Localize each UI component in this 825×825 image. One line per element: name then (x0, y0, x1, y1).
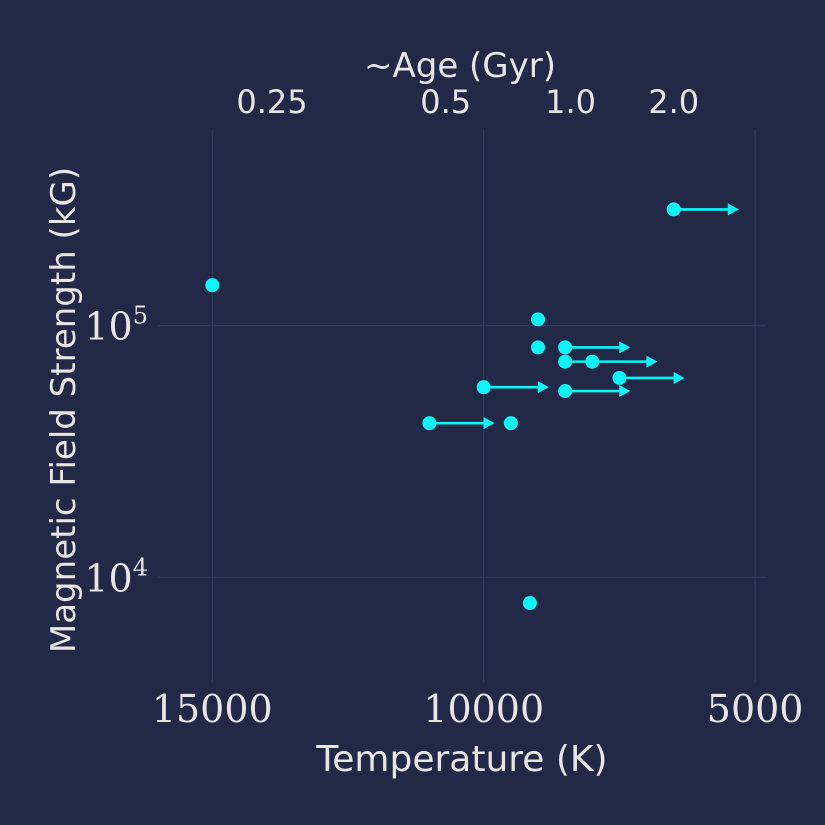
mark-layer (205, 202, 739, 611)
data-point (205, 278, 220, 293)
limit-marker (558, 384, 631, 399)
data-point (558, 340, 573, 355)
data-point (522, 596, 537, 611)
data-point (612, 370, 627, 385)
data-point (422, 416, 437, 431)
x-axis-label: Temperature (K) (315, 739, 607, 780)
limit-arrow-head (646, 355, 658, 368)
limit-marker (558, 354, 658, 369)
top-tick-label: 0.25 (236, 83, 307, 121)
top-tick-label: 1.0 (545, 83, 596, 121)
top-tick-label: 2.0 (648, 83, 699, 121)
tick-layer: 15000 10000 5000 104 105 0.25 0.5 1.0 2.0 (84, 83, 803, 731)
limit-arrow-head (537, 381, 549, 394)
limit-marker (422, 416, 495, 431)
y-tick-label: 105 (84, 302, 148, 349)
top-tick-label: 0.5 (420, 83, 471, 121)
data-point (503, 416, 518, 431)
data-point (585, 354, 600, 369)
data-point (558, 354, 573, 369)
data-point (666, 202, 681, 217)
limit-arrow-head (483, 417, 495, 430)
limit-arrow-head (673, 371, 685, 384)
data-point (476, 380, 491, 395)
data-point (531, 340, 545, 355)
data-point (558, 384, 573, 399)
top-x-axis-label: ~Age (Gyr) (364, 46, 556, 86)
limit-marker (666, 202, 739, 217)
x-tick-label: 5000 (707, 687, 804, 731)
data-point (531, 312, 545, 327)
limit-arrow-head (619, 341, 631, 354)
limit-marker (476, 380, 549, 395)
grid-layer (158, 130, 766, 683)
y-axis-label: Magnetic Field Strength (kG) (44, 167, 84, 653)
x-tick-label: 10000 (423, 687, 544, 731)
limit-marker (558, 340, 631, 355)
limit-marker (612, 370, 685, 385)
x-tick-label: 15000 (152, 687, 273, 731)
limit-arrow-head (727, 203, 739, 216)
limit-arrow-head (619, 385, 631, 398)
y-tick-label: 104 (84, 553, 148, 600)
